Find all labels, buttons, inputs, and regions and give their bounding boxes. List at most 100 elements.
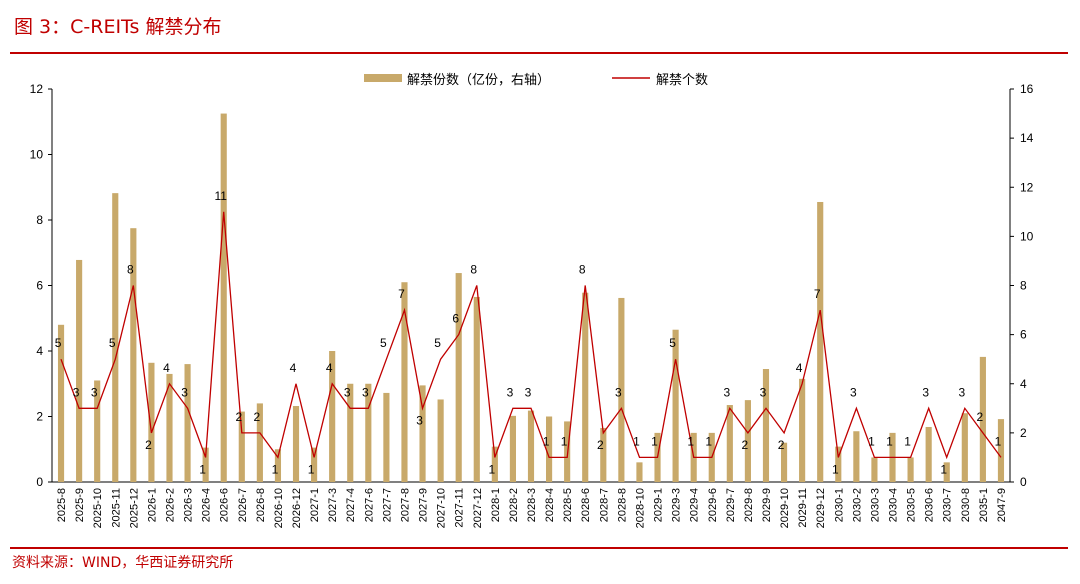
bar [672,329,679,482]
source-note: 资料来源：WIND，华西证券研究所 [12,555,234,571]
bar [220,113,227,482]
bar [726,405,733,482]
x-tick-label: 2027-1 [309,488,321,522]
bar [184,364,191,482]
bar [311,447,318,482]
point-label: 1 [199,462,206,476]
bar [636,462,643,482]
chart-legend: 解禁份数（亿份，右轴） 解禁个数 [364,72,708,87]
x-tick-label: 2029-10 [779,488,791,528]
point-label: 2 [742,438,749,452]
x-tick-label: 2026-4 [201,488,213,522]
figure-title: 图 3：C-REITs 解禁分布 [14,16,222,38]
x-tick-label: 2028-6 [580,488,592,522]
point-label: 1 [940,462,947,476]
point-label: 2 [254,410,261,424]
bar [853,431,860,482]
x-tick-label: 2030-1 [833,488,845,522]
point-label: 1 [832,462,839,476]
point-label: 3 [760,385,767,399]
x-tick-label: 2030-3 [869,488,881,522]
x-tick-label: 2029-6 [707,488,719,522]
x-tick-label: 2028-10 [634,488,646,528]
x-tick-label: 2047-9 [996,488,1008,522]
x-tick-label: 2029-4 [689,488,701,522]
point-label: 1 [995,434,1002,448]
x-tick-label: 2026-2 [164,488,176,522]
y-right-tick-label: 2 [1020,426,1027,440]
bar [455,273,462,482]
x-tick-label: 2027-8 [399,488,411,522]
point-label: 1 [308,462,315,476]
point-label: 2 [235,410,242,424]
point-label: 5 [434,336,441,350]
point-label: 1 [272,462,279,476]
point-label: 2 [597,438,604,452]
point-label: 1 [561,434,568,448]
x-tick-label: 2025-11 [110,488,122,528]
y-right-tick-label: 12 [1020,180,1034,194]
y-right-tick-label: 10 [1020,229,1034,243]
x-tick-label: 2030-7 [942,488,954,522]
x-tick-label: 2029-8 [743,488,755,522]
bar [329,351,336,482]
bar [582,292,589,482]
y-left-tick-label: 12 [30,82,44,96]
bar [979,356,986,482]
x-tick-label: 2029-7 [725,488,737,522]
bar [907,457,914,482]
bar [618,297,625,482]
bar [835,446,842,482]
bar [76,259,83,482]
y-right-tick-label: 4 [1020,377,1027,391]
y-right-tick-label: 14 [1020,131,1034,145]
bar [57,324,65,482]
y-right-tick-label: 16 [1020,82,1034,96]
bar [166,373,173,482]
x-tick-label: 2027-7 [381,488,393,522]
point-label: 4 [796,361,803,375]
point-label: 3 [344,385,351,399]
x-tick-label: 2030-4 [888,488,900,522]
point-label: 1 [543,434,550,448]
bar [997,419,1005,482]
x-tick-label: 2026-8 [255,488,267,522]
point-label: 8 [579,263,586,277]
y-left-tick-label: 4 [36,344,43,358]
point-label: 5 [55,336,62,350]
y-left-tick-label: 8 [36,213,43,227]
legend-bar-label: 解禁份数（亿份，右轴） [407,72,550,87]
point-label: 4 [290,361,297,375]
point-label: 3 [181,385,188,399]
bar [961,413,968,482]
point-label: 3 [850,385,857,399]
point-label: 2 [977,410,984,424]
point-label: 3 [73,385,80,399]
bar [130,228,137,482]
title-rule [10,52,1068,54]
x-tick-label: 2027-6 [363,488,375,522]
bar [383,392,390,482]
bar [509,415,516,482]
point-label: 3 [723,385,730,399]
point-label: 3 [362,385,369,399]
point-label: 7 [398,287,405,301]
bar [925,426,932,482]
y-left-tick-label: 0 [36,475,43,489]
y-left-tick-label: 2 [36,410,43,424]
bar-series [57,113,1005,483]
x-tick-label: 2026-12 [291,488,303,528]
x-tick-label: 2030-2 [851,488,863,522]
x-tick-label: 2026-7 [237,488,249,522]
bar [473,296,480,482]
bar [799,378,806,482]
bar [365,383,372,482]
x-tick-label: 2026-3 [183,488,195,522]
x-tick-label: 2030-8 [960,488,972,522]
point-label: 3 [507,385,514,399]
point-label: 3 [615,385,622,399]
bar [148,362,155,482]
x-tick-label: 2028-3 [526,488,538,522]
